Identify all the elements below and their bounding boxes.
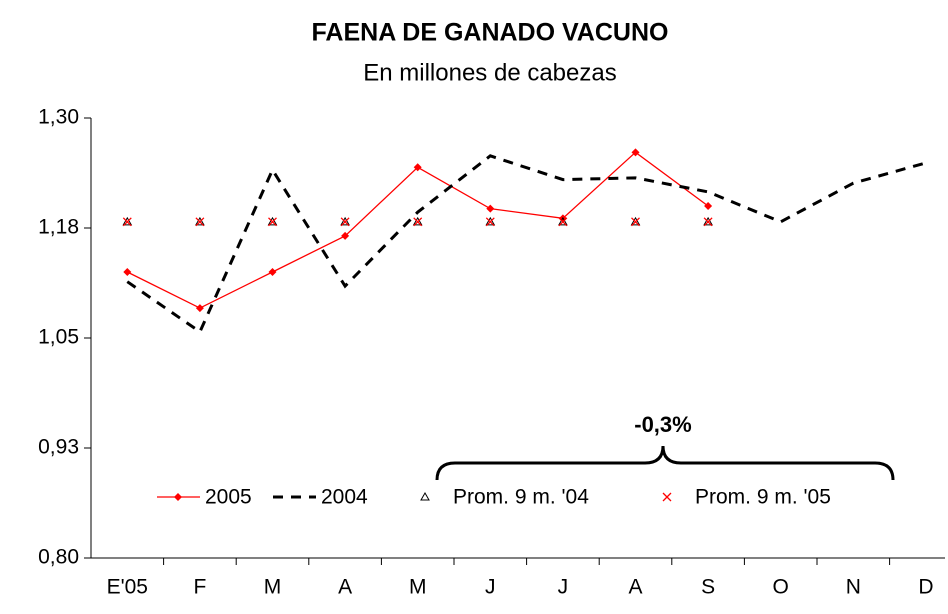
legend-label: Prom. 9 m. '05 (695, 486, 831, 509)
x-tick-label: S (701, 576, 715, 599)
x-tick-label: A (628, 576, 642, 599)
x-tick-label: M (409, 576, 427, 599)
legend-label: 2004 (321, 486, 368, 509)
marker (268, 268, 277, 276)
marker (340, 217, 350, 227)
y-tick-label: 1,30 (38, 106, 79, 129)
marker (485, 217, 495, 227)
marker (558, 216, 568, 226)
x-tick-label: D (918, 576, 933, 599)
x-tick-label: N (846, 576, 861, 599)
brace (435, 445, 895, 481)
legend-label: 2005 (205, 486, 252, 509)
marker (341, 231, 350, 240)
chart-subtitle: En millones de cabezas (363, 59, 616, 86)
legend-label: Prom. 9 m. '04 (453, 486, 589, 509)
y-tick-label: 1,05 (38, 326, 79, 349)
marker (122, 217, 132, 227)
marker (174, 493, 182, 501)
y-tick-label: 0,80 (38, 546, 79, 569)
marker (485, 216, 496, 226)
marker (413, 163, 422, 172)
x-tick-label: J (485, 576, 496, 599)
marker (631, 217, 640, 227)
x-tick-label: E'05 (107, 576, 148, 599)
marker (195, 217, 205, 227)
marker (631, 148, 640, 157)
x-tick-label: M (264, 576, 282, 599)
marker (420, 491, 430, 501)
marker (123, 268, 132, 276)
marker (704, 202, 713, 210)
x-tick-label: J (558, 576, 569, 599)
marker (413, 217, 423, 227)
y-tick-label: 0,93 (38, 436, 79, 459)
marker (630, 216, 641, 226)
marker (703, 216, 713, 226)
series-line (127, 151, 709, 309)
series-line (126, 154, 927, 335)
marker (703, 217, 713, 227)
x-tick-label: F (193, 576, 206, 599)
marker (412, 216, 423, 226)
marker (662, 492, 672, 502)
marker (486, 204, 495, 213)
marker (268, 217, 277, 227)
marker (267, 216, 278, 226)
marker (122, 216, 133, 226)
y-tick-label: 1,18 (38, 216, 79, 239)
chart-title: FAENA DE GANADO VACUNO (312, 19, 669, 47)
x-tick-label: O (773, 576, 789, 599)
x-tick-label: A (338, 576, 352, 599)
marker (195, 216, 205, 226)
marker (558, 217, 568, 227)
annotation: -0,3% (634, 412, 691, 437)
marker (340, 216, 350, 226)
marker (195, 304, 204, 313)
